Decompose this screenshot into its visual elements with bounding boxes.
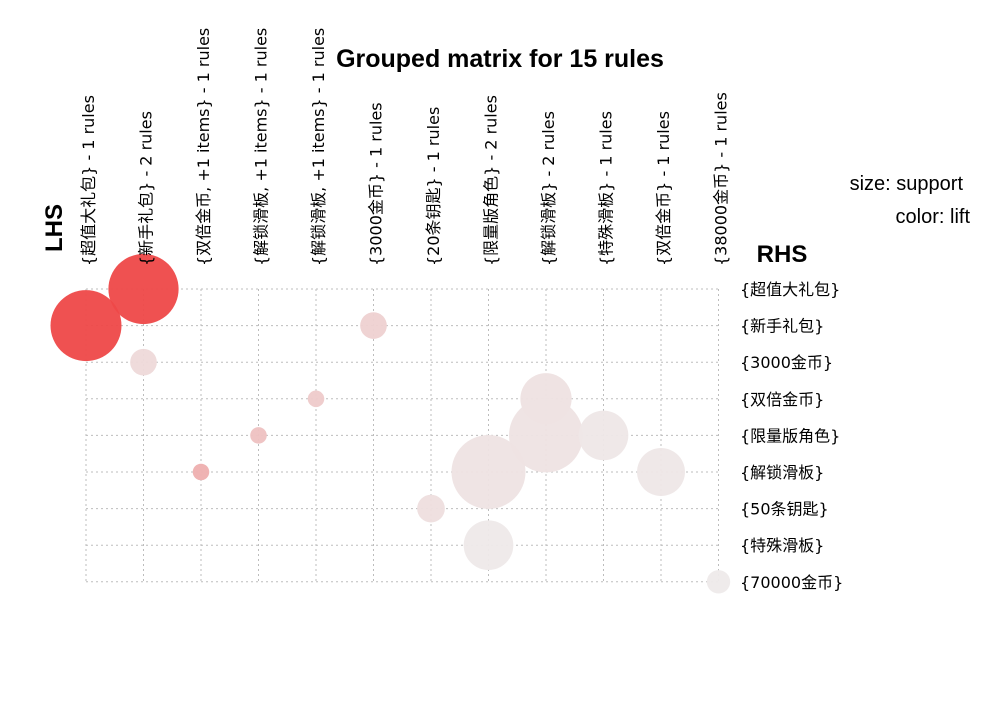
lhs-group-label: {限量版角色} - 2 rules (482, 95, 501, 266)
lhs-group-label: {特殊滑板} - 1 rules (597, 111, 616, 266)
rule-bubble (108, 253, 179, 325)
lhs-group-label: {双倍金币, +1 items} - 1 rules (194, 28, 213, 266)
rule-bubble (192, 463, 210, 481)
rule-bubble (463, 520, 514, 571)
rhs-axis-title: RHS (757, 241, 808, 268)
rule-bubble (307, 390, 325, 408)
lhs-group-label: {38000金币} - 1 rules (712, 92, 731, 266)
rule-bubble (637, 448, 685, 496)
legend-size-label: size: support (850, 173, 964, 195)
rule-bubble (451, 435, 526, 509)
rhs-labels: {超值大礼包} {新手礼包} {3000金币} {双倍金币} {限量版角色} {解锁滑板}… (740, 280, 843, 592)
bubbles (50, 253, 731, 594)
lhs-axis-title: LHS (41, 204, 68, 252)
rule-bubble (50, 290, 122, 362)
lhs-group-label: {双倍金币} - 1 rules (654, 111, 673, 266)
rhs-item-label: {70000金币} (740, 573, 843, 592)
lhs-group-label: {3000金币} - 1 rules (367, 102, 386, 266)
rhs-item-label: {3000金币} (740, 353, 833, 372)
lhs-group-label: {解锁滑板} - 2 rules (539, 111, 558, 266)
lhs-group-label: {解锁滑板, +1 items} - 1 rules (252, 28, 271, 266)
rhs-item-label: {限量版角色} (740, 426, 840, 445)
lhs-group-label: {20条钥匙} - 1 rules (424, 107, 443, 266)
lhs-group-label: {超值大礼包} - 1 rules (79, 95, 98, 266)
chart-title: Grouped matrix for 15 rules (336, 45, 664, 73)
rule-bubble (509, 398, 583, 473)
rhs-item-label: {超值大礼包} (740, 280, 840, 299)
rule-bubble (578, 410, 629, 461)
rule-bubble (250, 427, 267, 444)
rhs-item-label: {双倍金币} (740, 390, 824, 409)
lhs-group-label: {解锁滑板, +1 items} - 1 rules (309, 28, 328, 266)
rhs-item-label: {特殊滑板} (740, 536, 824, 555)
rhs-item-label: {解锁滑板} (740, 463, 824, 482)
rhs-item-label: {50条钥匙} (740, 500, 829, 519)
rule-bubble (360, 312, 387, 339)
lhs-group-label: {新手礼包} - 2 rules (137, 111, 156, 266)
rule-bubble (417, 494, 445, 523)
lhs-labels: {超值大礼包} - 1 rules {新手礼包} - 2 rules {双倍金币, … (79, 28, 731, 266)
rule-bubble (706, 570, 731, 594)
rule-bubble (130, 348, 157, 376)
legend-color-label: color: lift (896, 206, 971, 228)
rhs-item-label: {新手礼包} (740, 317, 824, 336)
